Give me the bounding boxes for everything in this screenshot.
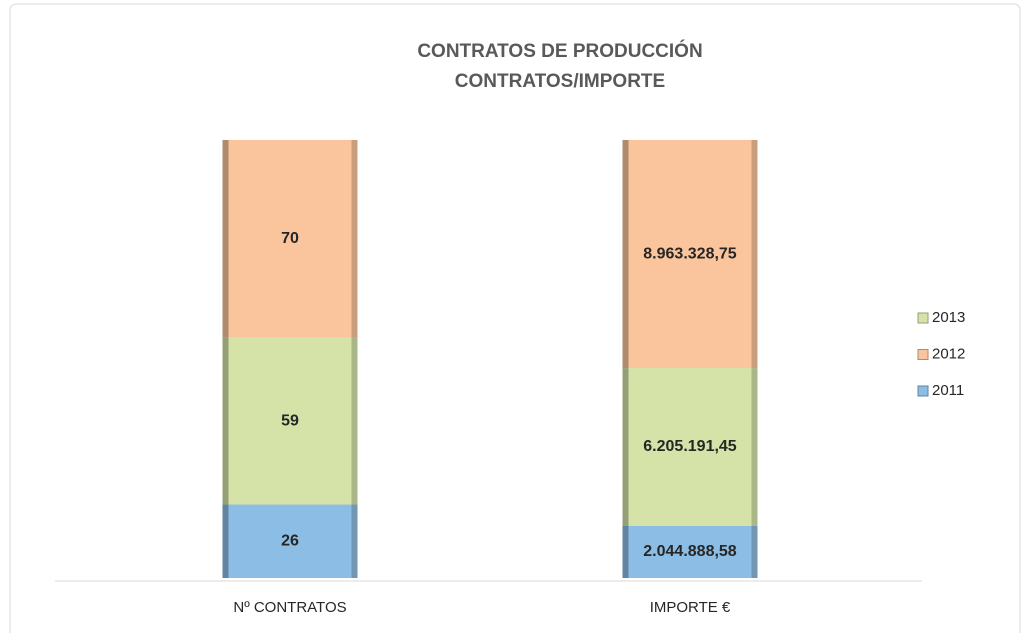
legend-label: 2013 [932,309,965,326]
legend-swatch [917,349,929,360]
legend-label: 2012 [932,345,965,362]
bar-segment [622,525,758,578]
bar-segment [622,140,758,369]
value-label: 70 [281,230,299,247]
bar-side [751,140,758,369]
chart-frame [9,3,1021,633]
bar-segment [622,368,758,526]
bar-side [622,368,629,526]
bar-side [622,525,629,578]
legend-label: 2011 [932,382,964,399]
x-tick-label: IMPORTE € [650,599,731,616]
bar-segment [222,504,358,578]
bar-side [351,504,358,578]
chart-title: CONTRATOS DE PRODUCCIÓN [417,40,702,62]
bar-segment [222,337,358,505]
value-label: 6.205.191,45 [643,438,737,455]
bar-side [751,525,758,578]
bar-side [751,368,758,526]
bar-segment [222,140,358,338]
legend-swatch [917,312,929,324]
legend-swatch [917,385,929,397]
bar-side [222,337,229,505]
chart-title: CONTRATOS/IMPORTE [455,71,665,92]
bar-side [351,140,358,338]
value-label: 59 [281,412,299,429]
value-label: 8.963.328,75 [643,245,737,262]
x-tick-label: Nº CONTRATOS [233,599,346,616]
bar-side [351,337,358,505]
value-label: 2.044.888,58 [643,543,737,560]
value-label: 26 [281,532,299,549]
bar-side [222,504,229,578]
bar-side [622,140,629,369]
bar-side [222,140,229,338]
